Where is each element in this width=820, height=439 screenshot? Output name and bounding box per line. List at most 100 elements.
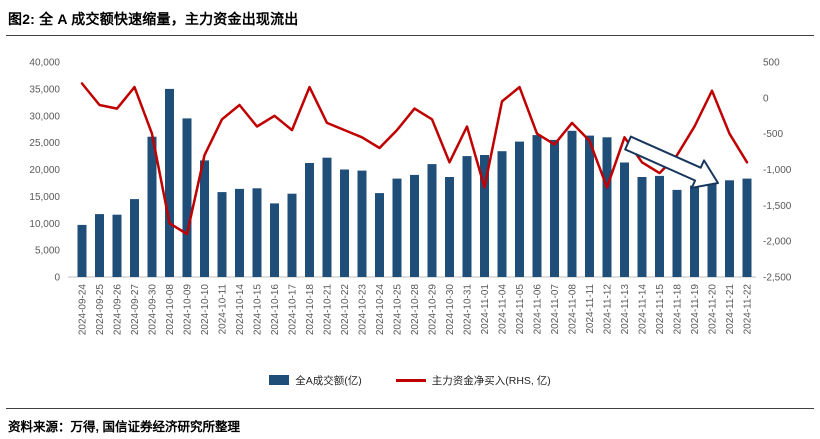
left-axis-tick: 25,000 (29, 138, 60, 149)
x-axis-label: 2024-10-14 (235, 284, 246, 336)
x-axis-label: 2024-10-18 (305, 284, 316, 336)
x-axis-label: 2024-10-11 (218, 284, 229, 335)
x-axis-label: 2024-11-05 (515, 284, 526, 335)
x-axis-label: 2024-09-27 (130, 284, 141, 336)
chart-legend: 全A成交额(亿) 主力资金净买入(RHS, 亿) (0, 368, 820, 392)
right-axis-tick: -500 (763, 129, 783, 140)
volume-bar (95, 214, 104, 277)
volume-bar (340, 169, 349, 277)
x-axis-label: 2024-10-17 (288, 284, 299, 336)
volume-bar (427, 164, 437, 277)
x-axis-label: 2024-10-09 (183, 284, 194, 336)
volume-bar (392, 178, 402, 277)
left-axis-tick: 40,000 (29, 58, 60, 69)
x-axis-label: 2024-11-06 (533, 284, 544, 335)
chart-canvas: 40,000 35,000 30,000 25,000 20,000 15,000 10,0… (29, 58, 792, 336)
volume-bar (445, 177, 454, 277)
volume-bar (77, 224, 87, 277)
x-axis-label: 2024-11-11 (585, 284, 596, 334)
x-axis-label: 2024-10-16 (270, 284, 281, 336)
right-axis-tick: -2,500 (763, 273, 792, 284)
left-axis-tick: 10,000 (29, 219, 60, 230)
right-axis-tick: -2,000 (763, 237, 792, 248)
x-axis-label: 2024-09-30 (148, 284, 159, 336)
legend-label-volume: 全A成交额(亿) (295, 374, 362, 387)
footer-divider (6, 408, 814, 409)
x-axis-label: 2024-11-01 (480, 284, 491, 335)
x-axis-label: 2024-11-07 (550, 284, 561, 335)
x-axis-label: 2024-11-19 (690, 284, 701, 335)
volume-bar (725, 180, 734, 278)
volume-bar (585, 135, 594, 277)
right-axis-tick: -1,500 (763, 201, 792, 212)
left-axis-tick: 35,000 (29, 84, 60, 95)
volume-bar (707, 181, 717, 277)
x-axis-label: 2024-11-08 (568, 284, 579, 335)
x-axis-label: 2024-10-28 (410, 284, 421, 336)
x-axis-label: 2024-11-12 (603, 284, 614, 335)
volume-bar (550, 139, 559, 277)
legend-item-netbuy: 主力资金净买入(RHS, 亿) (395, 373, 551, 388)
volume-bar (742, 178, 752, 277)
volume-bar (410, 174, 419, 277)
netbuy-line-swatch (395, 378, 426, 382)
volume-bar (497, 151, 507, 277)
volume-bar (532, 135, 542, 277)
x-axis-label: 2024-11-15 (655, 284, 666, 335)
volume-bar (375, 193, 384, 277)
x-axis-label: 2024-10-25 (393, 284, 404, 336)
volume-bar (322, 157, 332, 277)
x-axis-label: 2024-11-18 (673, 284, 684, 335)
volume-bar (602, 137, 612, 278)
left-axis-tick: 20,000 (29, 165, 60, 176)
x-axis-label: 2024-10-24 (375, 284, 386, 336)
volume-bar (165, 88, 174, 278)
volume-bar (357, 170, 367, 277)
figure-title: 图2: 全 A 成交额快速缩量，主力资金出现流出 (8, 11, 299, 27)
trend-arrow-annotation (624, 135, 719, 189)
x-axis-label: 2024-11-14 (638, 284, 649, 335)
volume-bar (567, 130, 577, 277)
volume-bar-swatch (269, 375, 290, 385)
x-axis-label: 2024-10-08 (165, 284, 176, 336)
right-axis-tick: -1,000 (763, 165, 792, 176)
x-axis-label: 2024-10-23 (358, 284, 369, 336)
volume-bar (655, 175, 664, 277)
volume-bar (305, 163, 314, 277)
x-axis-label: 2024-09-25 (95, 284, 106, 336)
x-axis-label: 2024-10-31 (463, 284, 474, 336)
x-axis-label: 2024-10-15 (253, 284, 264, 336)
volume-bar (182, 118, 192, 278)
volume-bar (620, 162, 629, 277)
volume-bar (287, 193, 297, 277)
x-axis-label: 2024-10-21 (323, 284, 334, 336)
right-axis-tick: 500 (763, 58, 780, 69)
volume-bar (480, 155, 489, 277)
x-axis-label: 2024-10-22 (340, 284, 351, 336)
x-axis-label: 2024-11-13 (620, 284, 631, 335)
volume-bar (637, 177, 647, 277)
right-axis-tick: 0 (763, 93, 769, 104)
x-axis-label: 2024-11-21 (725, 284, 736, 335)
volume-bar (147, 136, 157, 277)
legend-label-netbuy: 主力资金净买入(RHS, 亿) (431, 374, 551, 387)
x-axis-label: 2024-10-10 (200, 284, 211, 336)
volume-bar (690, 185, 699, 277)
volume-bar (672, 189, 682, 277)
volume-bar (252, 188, 262, 277)
volume-bar (130, 199, 139, 277)
x-axis-label: 2024-10-30 (445, 284, 456, 336)
volume-bar (462, 156, 472, 277)
source-note: 资料来源：万得, 国信证券经济研究所整理 (8, 420, 240, 434)
x-axis-label: 2024-11-22 (743, 284, 754, 335)
left-axis-tick: 30,000 (29, 111, 60, 122)
x-axis-label: 2024-11-04 (498, 284, 509, 335)
x-axis-label: 2024-10-29 (428, 284, 439, 336)
left-axis-tick: 15,000 (29, 192, 60, 203)
x-axis-label: 2024-09-26 (113, 284, 124, 336)
volume-bar (217, 192, 227, 277)
left-axis-tick: 0 (54, 273, 60, 284)
volume-bar (112, 214, 122, 277)
x-axis-label: 2024-11-20 (708, 284, 719, 335)
